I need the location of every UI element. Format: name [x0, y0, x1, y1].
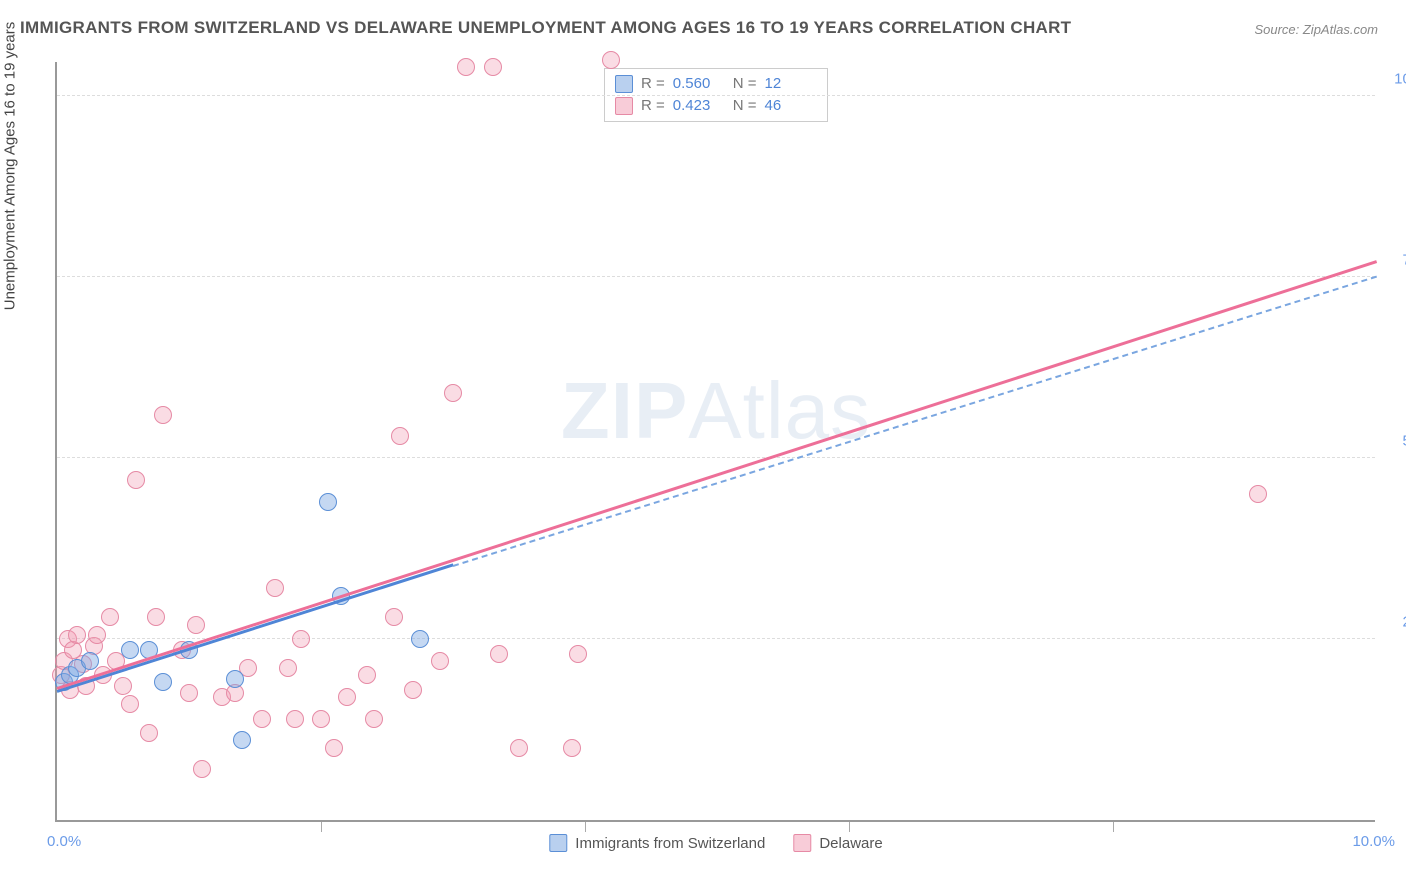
scatter-point — [88, 626, 106, 644]
scatter-point — [602, 51, 620, 69]
x-axis-tick — [849, 822, 850, 832]
x-axis-tick-max: 10.0% — [1352, 833, 1395, 850]
scatter-point — [411, 630, 429, 648]
legend-label: Delaware — [819, 835, 882, 852]
scatter-point — [140, 724, 158, 742]
scatter-point — [312, 710, 330, 728]
scatter-point — [279, 659, 297, 677]
legend-item: Delaware — [793, 834, 882, 852]
trend-line — [453, 275, 1378, 566]
gridline — [57, 276, 1375, 277]
gridline — [57, 95, 1375, 96]
scatter-point — [444, 384, 462, 402]
legend-n-label: N = — [733, 73, 757, 95]
y-axis-tick-label: 100.0% — [1394, 71, 1406, 88]
trend-line — [57, 260, 1378, 690]
watermark: ZIPAtlas — [561, 365, 871, 457]
legend-swatch-icon — [615, 97, 633, 115]
scatter-point — [81, 652, 99, 670]
scatter-point — [101, 608, 119, 626]
scatter-point — [365, 710, 383, 728]
legend-swatch-icon — [615, 75, 633, 93]
scatter-point — [391, 427, 409, 445]
y-axis-tick-label: 25.0% — [1402, 614, 1406, 631]
x-axis-tick — [1113, 822, 1114, 832]
source-attribution: Source: ZipAtlas.com — [1254, 22, 1378, 37]
legend-r-label: R = — [641, 95, 665, 117]
scatter-point — [233, 731, 251, 749]
scatter-point — [226, 670, 244, 688]
scatter-point — [1249, 485, 1267, 503]
scatter-point — [121, 695, 139, 713]
scatter-point — [187, 616, 205, 634]
legend-swatch-icon — [793, 834, 811, 852]
scatter-point — [484, 58, 502, 76]
x-axis-tick-min: 0.0% — [47, 833, 81, 850]
legend-row: R = 0.560 N = 12 — [615, 73, 817, 95]
y-axis-tick-label: 50.0% — [1402, 433, 1406, 450]
scatter-point — [490, 645, 508, 663]
scatter-point — [114, 677, 132, 695]
legend-item: Immigrants from Switzerland — [549, 834, 765, 852]
scatter-point — [68, 626, 86, 644]
scatter-point — [147, 608, 165, 626]
legend-series: Immigrants from Switzerland Delaware — [549, 834, 882, 852]
scatter-point — [121, 641, 139, 659]
scatter-point — [510, 739, 528, 757]
scatter-point — [431, 652, 449, 670]
scatter-point — [154, 673, 172, 691]
plot-area: ZIPAtlas R =0.560N =12R =0.423N =46 0.0%… — [55, 62, 1375, 822]
scatter-point — [180, 684, 198, 702]
legend-r-label: R = — [641, 73, 665, 95]
chart-title: IMMIGRANTS FROM SWITZERLAND VS DELAWARE … — [20, 18, 1071, 38]
scatter-point — [385, 608, 403, 626]
x-axis-tick — [321, 822, 322, 832]
legend-swatch-icon — [549, 834, 567, 852]
scatter-point — [358, 666, 376, 684]
scatter-point — [457, 58, 475, 76]
scatter-point — [193, 760, 211, 778]
scatter-point — [286, 710, 304, 728]
y-axis-label: Unemployment Among Ages 16 to 19 years — [2, 22, 19, 311]
scatter-point — [292, 630, 310, 648]
scatter-point — [154, 406, 172, 424]
scatter-point — [563, 739, 581, 757]
legend-n-label: N = — [733, 95, 757, 117]
legend-r-value: 0.560 — [673, 73, 725, 95]
scatter-point — [325, 739, 343, 757]
legend-n-value: 46 — [765, 95, 817, 117]
x-axis-tick — [585, 822, 586, 832]
scatter-point — [404, 681, 422, 699]
y-axis-tick-label: 75.0% — [1402, 252, 1406, 269]
legend-r-value: 0.423 — [673, 95, 725, 117]
legend-row: R = 0.423 N = 46 — [615, 95, 817, 117]
scatter-point — [253, 710, 271, 728]
scatter-point — [266, 579, 284, 597]
legend-label: Immigrants from Switzerland — [575, 835, 765, 852]
scatter-point — [319, 493, 337, 511]
scatter-point — [569, 645, 587, 663]
legend-n-value: 12 — [765, 73, 817, 95]
gridline — [57, 638, 1375, 639]
gridline — [57, 457, 1375, 458]
scatter-point — [127, 471, 145, 489]
scatter-point — [338, 688, 356, 706]
